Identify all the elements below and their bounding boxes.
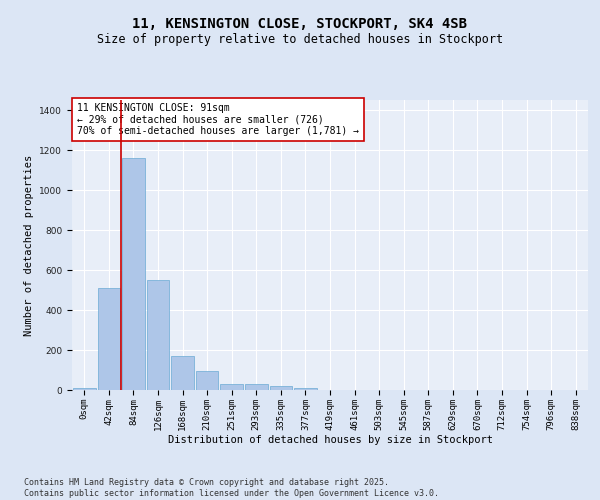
Y-axis label: Number of detached properties: Number of detached properties: [24, 154, 34, 336]
Text: 11 KENSINGTON CLOSE: 91sqm
← 29% of detached houses are smaller (726)
70% of sem: 11 KENSINGTON CLOSE: 91sqm ← 29% of deta…: [77, 103, 359, 136]
Text: Contains HM Land Registry data © Crown copyright and database right 2025.
Contai: Contains HM Land Registry data © Crown c…: [24, 478, 439, 498]
Bar: [245, 384, 268, 390]
Bar: [269, 386, 292, 390]
Bar: [196, 371, 218, 390]
Text: 11, KENSINGTON CLOSE, STOCKPORT, SK4 4SB: 11, KENSINGTON CLOSE, STOCKPORT, SK4 4SB: [133, 18, 467, 32]
Bar: [220, 384, 243, 390]
Text: Size of property relative to detached houses in Stockport: Size of property relative to detached ho…: [97, 32, 503, 46]
X-axis label: Distribution of detached houses by size in Stockport: Distribution of detached houses by size …: [167, 436, 493, 446]
Bar: [122, 158, 145, 390]
Bar: [73, 388, 95, 390]
Bar: [98, 288, 120, 390]
Bar: [294, 388, 317, 390]
Bar: [146, 280, 169, 390]
Bar: [171, 356, 194, 390]
